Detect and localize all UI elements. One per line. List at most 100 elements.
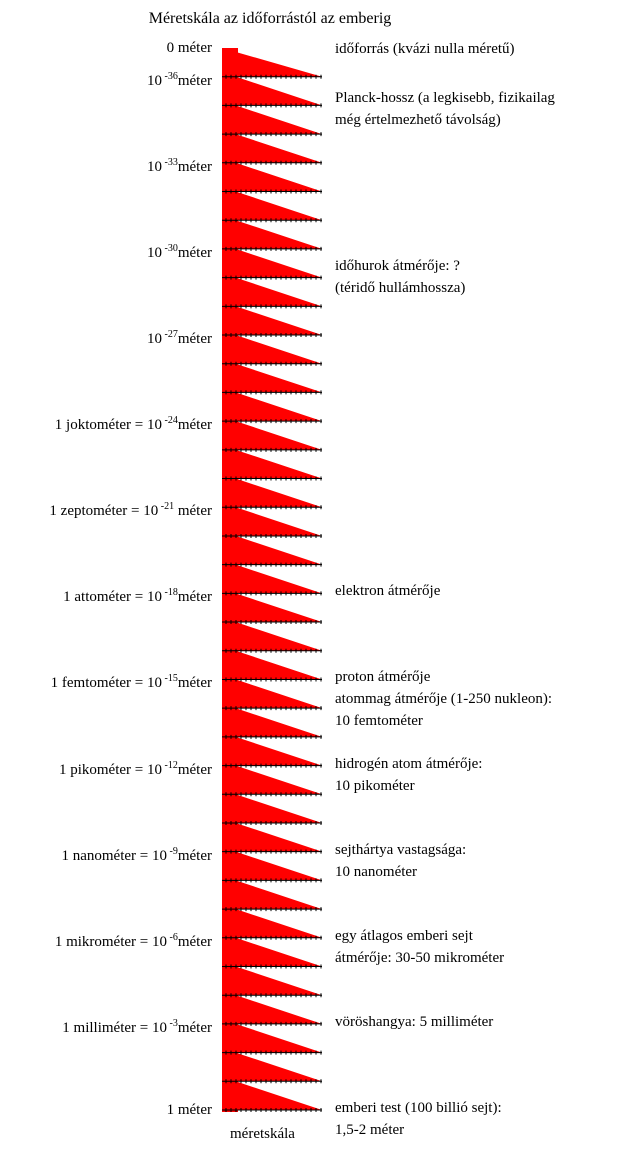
- tick-line: [222, 132, 322, 137]
- scale-label-base: 1 femtométer = 10: [50, 675, 162, 692]
- tick-line: [222, 677, 322, 682]
- tick-line: [222, 993, 322, 998]
- annotation-line: egy átlagos emberi sejt: [335, 927, 473, 944]
- scale-spine: [222, 48, 238, 1112]
- tick-line: [222, 562, 322, 567]
- scale-label-base: 1 joktométer = 10: [54, 417, 162, 434]
- scale-label: 10 -36méter: [147, 68, 212, 90]
- scale-label-unit: méter: [177, 933, 212, 950]
- scale-label: 1 pikométer = 10 -12méter: [59, 757, 212, 779]
- scale-label-base: 0 méter: [166, 40, 212, 56]
- tick-line: [222, 476, 322, 481]
- tick-line: [222, 648, 322, 653]
- annotation-line: Planck-hossz (a legkisebb, fizikailag: [335, 89, 555, 106]
- scale-label-exponent: -24: [162, 415, 178, 427]
- scale-label-base: 10: [147, 244, 162, 261]
- annotation: időhurok átmérője: ? (téridő hullámhossza…: [335, 255, 465, 299]
- tick-line: [222, 246, 322, 251]
- tick-line: [222, 275, 322, 280]
- scale-label-exponent: -33: [162, 156, 178, 168]
- tick-line: [222, 706, 322, 711]
- tick-line: [222, 505, 322, 510]
- tick-line: [222, 218, 322, 223]
- tick-line: [222, 1079, 322, 1084]
- scale-label-base: 1 milliméter = 10: [62, 1019, 167, 1036]
- scale-label: 0 méter: [167, 39, 212, 57]
- tick-line: [222, 533, 322, 538]
- annotation-line: időhurok átmérője: ?: [335, 257, 460, 274]
- tick-line: [222, 160, 322, 165]
- tick-line: [222, 734, 322, 739]
- scale-label: 1 joktométer = 10 -24méter: [55, 412, 212, 434]
- annotation: elektron átmérője: [335, 580, 440, 602]
- tick-line: [222, 1050, 322, 1055]
- tick-line: [222, 820, 322, 825]
- tick-line: [222, 361, 322, 366]
- scale-label: 1 femtométer = 10 -15méter: [51, 670, 212, 692]
- scale-label: 1 nanométer = 10 -9méter: [61, 843, 212, 865]
- annotation: hidrogén atom átmérője: 10 pikométer: [335, 753, 482, 797]
- scale-label-unit: méter: [177, 589, 212, 606]
- red-zigzag: [222, 48, 322, 1112]
- scale-label: 10 -27méter: [147, 326, 212, 348]
- tick-line: [222, 878, 322, 883]
- scale-label-exponent: -21: [158, 501, 175, 513]
- annotation-line: atommag átmérője (1-250 nukleon):: [335, 691, 553, 708]
- scale-label-base: 10: [147, 158, 162, 175]
- scale-label-unit: méter: [177, 417, 212, 434]
- diagram-title: Méretskála az időforrástól az emberig: [148, 10, 392, 27]
- scale-label-exponent: -12: [162, 759, 178, 771]
- scale-label-base: 1 zeptométer = 10: [49, 503, 159, 520]
- annotation-line: hidrogén atom átmérője:: [335, 755, 483, 772]
- scale-label-exponent: -3: [167, 1017, 178, 1029]
- annotation-line: proton átmérője: [335, 669, 431, 686]
- tick-line: [222, 591, 322, 596]
- scale-label-unit: méter: [177, 72, 212, 89]
- annotation-line: 1,5-2 méter: [335, 1122, 405, 1138]
- annotation: proton átmérője atommag átmérője (1-250 n…: [335, 666, 552, 732]
- tick-line: [222, 964, 322, 969]
- scale-label-base: 1 attométer = 10: [63, 589, 162, 606]
- tick-line: [222, 103, 322, 108]
- scale-label-exponent: -6: [167, 931, 178, 943]
- scale-label: 1 attométer = 10 -18méter: [63, 584, 212, 606]
- annotation-line: sejthártya vastagsága:: [335, 841, 467, 858]
- tick-line: [222, 447, 322, 452]
- scale-label: 10 -33méter: [147, 154, 212, 176]
- scale-label: 10 -30méter: [147, 240, 212, 262]
- scale-label-base: 10: [147, 331, 162, 348]
- annotation: időforrás (kvázi nulla méretű): [335, 38, 515, 60]
- scale-label-unit: méter: [177, 847, 212, 864]
- annotation-line: elektron átmérője: [335, 583, 441, 600]
- tick-line: [222, 907, 322, 912]
- scale-label-unit: méter: [177, 158, 212, 175]
- scale-label-base: 1 méter: [166, 1102, 212, 1118]
- tick-line: [222, 1108, 322, 1112]
- tick-line: [222, 74, 322, 79]
- scale-name-label: méretskála: [230, 1126, 295, 1142]
- annotation: emberi test (100 billió sejt): 1,5-2 méte…: [335, 1097, 502, 1141]
- annotation-line: emberi test (100 billió sejt):: [335, 1100, 502, 1116]
- tick-line: [222, 189, 322, 194]
- annotation: sejthártya vastagsága: 10 nanométer: [335, 839, 466, 883]
- scale-label-unit: méter: [177, 1019, 212, 1036]
- scale-label: 1 zeptométer = 10 -21 méter: [49, 498, 212, 520]
- annotation: egy átlagos emberi sejt átmérője: 30-50 m…: [335, 925, 504, 969]
- annotation-line: 10 pikométer: [335, 777, 415, 794]
- tick-line: [222, 304, 322, 309]
- scale-label-unit: méter: [174, 503, 212, 520]
- scale-label-exponent: -18: [162, 587, 178, 599]
- annotation-line: még értelmezhető távolság): [335, 111, 501, 128]
- tick-line: [222, 763, 322, 768]
- scale-label-exponent: -36: [162, 70, 178, 82]
- scale-label-exponent: -9: [167, 845, 178, 857]
- tick-line: [222, 792, 322, 797]
- scale-label-base: 1 mikrométer = 10: [54, 933, 167, 950]
- tick-line: [222, 1021, 322, 1026]
- annotation: vöröshangya: 5 milliméter: [335, 1011, 493, 1033]
- tick-line: [222, 935, 322, 940]
- scale-label-unit: méter: [177, 675, 212, 692]
- scale-label: 1 milliméter = 10 -3méter: [62, 1015, 212, 1037]
- tick-line: [222, 390, 322, 395]
